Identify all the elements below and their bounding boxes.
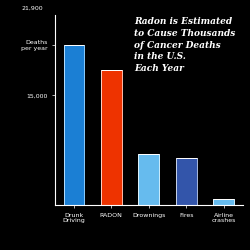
Bar [138,154,159,205]
Text: 21,900: 21,900 [21,6,43,11]
Bar [64,45,84,205]
Bar [213,199,234,205]
Text: Radon is Estimated
to Cause Thousands
of Cancer Deaths
in the U.S.
Each Year: Radon is Estimated to Cause Thousands of… [134,17,235,73]
Bar [101,70,121,205]
Bar [176,158,197,205]
